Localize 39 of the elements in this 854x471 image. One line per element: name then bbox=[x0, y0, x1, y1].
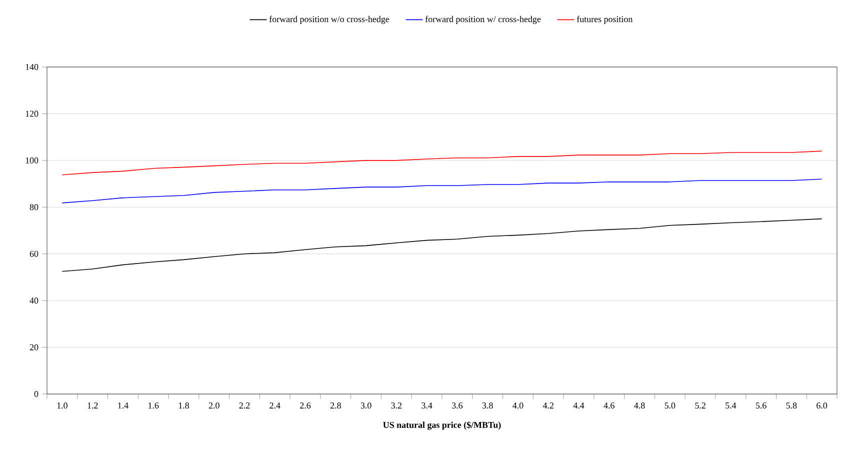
line-series bbox=[62, 218, 822, 272]
x-tick-label: 2.2 bbox=[239, 402, 250, 409]
legend-label: forward position w/ cross-hedge bbox=[425, 16, 541, 24]
x-tick-label: 4.8 bbox=[634, 402, 645, 409]
y-tick-label: 60 bbox=[30, 250, 38, 257]
x-axis-title: US natural gas price ($/MBTu) bbox=[383, 421, 501, 430]
x-tick-label: 2.6 bbox=[300, 402, 311, 409]
y-tick-label: 100 bbox=[26, 157, 38, 164]
x-tick-label: 2.8 bbox=[330, 402, 341, 409]
y-tick-label: 80 bbox=[30, 204, 38, 210]
x-tick-label: 3.6 bbox=[452, 402, 463, 409]
x-tick-label: 3.2 bbox=[391, 402, 402, 409]
x-tick-label: 3.4 bbox=[422, 402, 432, 409]
x-tick-label: 4.4 bbox=[573, 402, 584, 409]
y-tick-label: 0 bbox=[34, 390, 38, 398]
x-tick-label: 4.6 bbox=[604, 402, 614, 409]
x-tick-label: 3.0 bbox=[360, 402, 372, 409]
x-tick-label: 2.4 bbox=[270, 402, 280, 409]
y-tick-label: 20 bbox=[30, 344, 38, 350]
x-tick-label: 1.4 bbox=[118, 402, 128, 409]
x-tick-label: 4.2 bbox=[542, 402, 554, 409]
y-tick-label: 120 bbox=[26, 110, 38, 117]
x-tick-label: 6.0 bbox=[816, 402, 828, 409]
x-tick-label: 5.8 bbox=[786, 402, 797, 409]
x-tick-label: 3.8 bbox=[482, 402, 493, 409]
legend-label: forward position w/o cross-hedge bbox=[269, 16, 390, 24]
x-tick-label: 5.6 bbox=[756, 402, 766, 409]
x-tick-label: 2.0 bbox=[208, 402, 220, 409]
x-tick-label: 1.2 bbox=[88, 402, 98, 409]
x-tick-label: 1.0 bbox=[57, 402, 68, 409]
x-tick-label: 1.6 bbox=[148, 402, 159, 409]
y-tick-label: 40 bbox=[30, 298, 38, 304]
x-tick-label: 4.0 bbox=[512, 402, 524, 409]
x-tick-label: 5.4 bbox=[726, 402, 736, 409]
x-tick-label: 5.0 bbox=[664, 402, 676, 409]
x-tick-label: 1.8 bbox=[178, 402, 189, 409]
y-tick-label: 140 bbox=[26, 64, 38, 70]
x-tick-label: 5.2 bbox=[695, 402, 706, 409]
legend-label: futures position bbox=[576, 16, 633, 24]
